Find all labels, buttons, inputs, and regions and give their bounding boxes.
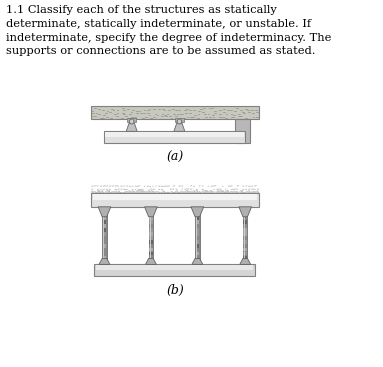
Bar bbox=[243, 236, 247, 240]
Bar bbox=[103, 256, 106, 259]
Bar bbox=[243, 216, 247, 220]
Bar bbox=[149, 236, 153, 240]
Polygon shape bbox=[174, 123, 185, 131]
Polygon shape bbox=[240, 258, 250, 264]
Bar bbox=[149, 232, 153, 236]
Bar bbox=[196, 216, 199, 220]
Bar bbox=[103, 212, 106, 216]
Bar bbox=[93, 194, 257, 200]
Bar bbox=[243, 232, 247, 236]
Bar bbox=[103, 208, 106, 212]
Bar bbox=[105, 132, 244, 137]
Bar bbox=[149, 216, 153, 220]
Bar bbox=[243, 212, 247, 216]
Bar bbox=[149, 224, 153, 228]
Circle shape bbox=[177, 119, 182, 124]
Text: 1.1 Classify each of the structures as statically
determinate, statically indete: 1.1 Classify each of the structures as s… bbox=[6, 6, 331, 56]
Polygon shape bbox=[239, 207, 252, 217]
Text: (a): (a) bbox=[166, 151, 183, 164]
Polygon shape bbox=[191, 207, 204, 217]
Bar bbox=[103, 209, 105, 262]
Polygon shape bbox=[192, 258, 203, 264]
Bar bbox=[196, 228, 199, 232]
Bar bbox=[243, 256, 247, 259]
Bar bbox=[149, 248, 153, 251]
Bar bbox=[235, 120, 250, 143]
Bar bbox=[149, 228, 153, 232]
Bar bbox=[243, 244, 247, 247]
Bar bbox=[196, 209, 197, 262]
Bar bbox=[103, 248, 106, 251]
Bar bbox=[149, 260, 153, 264]
Bar bbox=[243, 240, 247, 244]
Bar bbox=[103, 240, 106, 244]
Polygon shape bbox=[98, 207, 111, 217]
Bar bbox=[175, 119, 184, 123]
Bar bbox=[196, 256, 199, 259]
Bar bbox=[103, 216, 106, 220]
Bar bbox=[196, 248, 199, 251]
Bar bbox=[243, 208, 247, 212]
Bar bbox=[196, 220, 199, 224]
Polygon shape bbox=[144, 207, 157, 217]
Bar bbox=[103, 232, 106, 236]
Bar bbox=[195, 207, 200, 264]
Bar bbox=[196, 252, 199, 255]
Bar bbox=[244, 209, 245, 262]
Bar bbox=[196, 260, 199, 264]
Bar bbox=[103, 260, 106, 264]
Bar bbox=[243, 228, 247, 232]
Bar bbox=[149, 209, 151, 262]
Polygon shape bbox=[146, 258, 156, 264]
Bar bbox=[149, 256, 153, 259]
Bar bbox=[103, 236, 106, 240]
Bar bbox=[149, 240, 153, 244]
Bar bbox=[149, 252, 153, 255]
Bar bbox=[103, 244, 106, 247]
Bar bbox=[196, 236, 199, 240]
Bar bbox=[149, 244, 153, 247]
Bar bbox=[196, 240, 199, 244]
Bar bbox=[243, 224, 247, 228]
Text: (b): (b) bbox=[166, 284, 184, 297]
Bar bbox=[243, 260, 247, 264]
Bar bbox=[243, 207, 247, 264]
Bar bbox=[149, 207, 153, 264]
Bar bbox=[102, 207, 107, 264]
Polygon shape bbox=[126, 123, 137, 131]
Bar bbox=[149, 220, 153, 224]
Bar bbox=[105, 131, 245, 143]
Bar bbox=[91, 193, 259, 207]
Bar bbox=[196, 208, 199, 212]
Bar bbox=[95, 264, 255, 276]
Bar bbox=[103, 252, 106, 255]
Circle shape bbox=[129, 119, 134, 124]
Bar bbox=[127, 119, 136, 123]
Bar bbox=[196, 224, 199, 228]
Bar bbox=[96, 265, 254, 270]
Bar bbox=[149, 208, 153, 212]
Bar bbox=[196, 244, 199, 247]
Bar bbox=[196, 212, 199, 216]
Bar bbox=[243, 248, 247, 251]
Bar bbox=[196, 232, 199, 236]
Bar bbox=[103, 228, 106, 232]
Polygon shape bbox=[99, 258, 110, 264]
Bar bbox=[243, 220, 247, 224]
Bar bbox=[243, 252, 247, 255]
Bar bbox=[149, 212, 153, 216]
Bar bbox=[103, 220, 106, 224]
Bar bbox=[103, 224, 106, 228]
Bar bbox=[91, 106, 259, 120]
